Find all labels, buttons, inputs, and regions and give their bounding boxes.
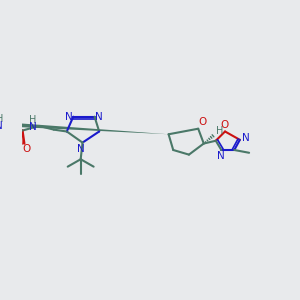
Text: N: N [29,122,36,132]
Text: O: O [220,120,228,130]
Text: N: N [217,152,224,161]
Text: H: H [0,115,3,124]
Text: H: H [29,116,36,125]
Text: N: N [65,112,73,122]
Polygon shape [0,121,169,134]
Text: N: N [0,121,3,131]
Text: O: O [199,117,207,127]
Text: H: H [216,127,223,136]
Text: N: N [95,112,103,122]
Text: N: N [77,144,85,154]
Text: N: N [242,133,250,143]
Text: O: O [22,144,30,154]
